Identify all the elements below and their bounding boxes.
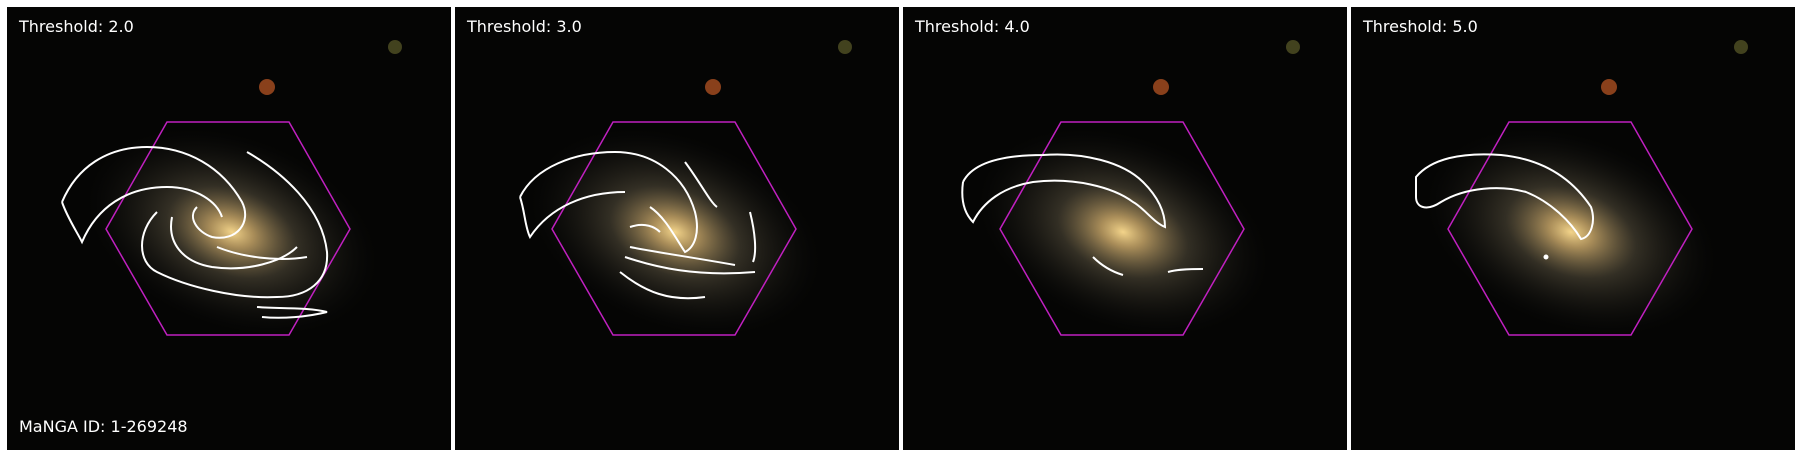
ifu-hexagon	[105, 121, 351, 336]
background-star	[705, 79, 721, 95]
threshold-label: Threshold: 4.0	[915, 17, 1030, 36]
contour-lines	[519, 150, 757, 300]
contour-lines	[961, 153, 1204, 276]
panel-threshold-2: Threshold: 2.0 MaNGA ID: 1-269248	[7, 7, 451, 450]
ifu-hexagon	[551, 121, 797, 336]
contour-lines	[1415, 153, 1594, 260]
background-star	[1734, 40, 1748, 54]
galaxy-image-panel-4	[1415, 40, 1748, 336]
galaxy-glow	[1426, 129, 1716, 335]
galaxy-id-label: MaNGA ID: 1-269248	[19, 417, 188, 436]
threshold-label: Threshold: 3.0	[467, 17, 582, 36]
panel-threshold-3: Threshold: 3.0	[455, 7, 899, 450]
contour-lines	[61, 145, 329, 319]
galaxy-image-panel-3	[961, 40, 1300, 336]
ifu-hexagon	[999, 121, 1245, 336]
galaxy-image-panel-2	[519, 40, 852, 336]
background-star	[259, 79, 275, 95]
background-star	[1153, 79, 1169, 95]
galaxy-glow	[530, 129, 820, 335]
galaxy-image-panel-1	[61, 40, 402, 336]
threshold-label: Threshold: 5.0	[1363, 17, 1478, 36]
panel-threshold-5: Threshold: 5.0	[1351, 7, 1795, 450]
background-star	[838, 40, 852, 54]
background-star	[1286, 40, 1300, 54]
background-star	[1601, 79, 1617, 95]
galaxy-glow	[87, 129, 377, 335]
ifu-hexagon	[1447, 121, 1693, 336]
threshold-label: Threshold: 2.0	[19, 17, 134, 36]
panel-threshold-4: Threshold: 4.0	[903, 7, 1347, 450]
background-star	[388, 40, 402, 54]
